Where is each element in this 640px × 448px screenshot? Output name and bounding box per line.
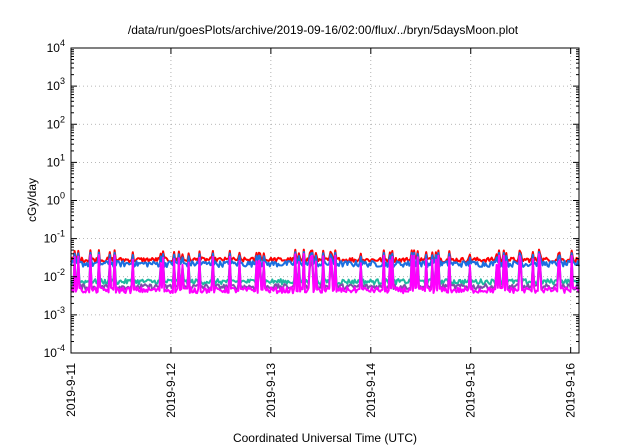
x-tick-label: 2019-9-14 <box>364 363 378 418</box>
y-tick-label: 103 <box>47 76 65 93</box>
x-tick-label: 2019-9-11 <box>64 363 78 417</box>
chart-title: /data/run/goesPlots/archive/2019-09-16/0… <box>128 23 519 37</box>
y-tick-labels: 10-4 10-3 10-2 10-1 100 101 102 103 104 <box>44 38 65 360</box>
x-tick-label: 2019-9-15 <box>464 363 478 418</box>
series-line-5 <box>70 253 580 295</box>
y-tick-label: 10-1 <box>44 229 65 246</box>
y-tick-label: 10-4 <box>44 343 65 360</box>
series-line-2 <box>70 251 580 268</box>
y-tick-label: 10-2 <box>44 267 65 284</box>
y-tick-label: 104 <box>47 38 65 55</box>
x-axis-label: Coordinated Universal Time (UTC) <box>233 431 417 445</box>
y-tick-label: 101 <box>47 152 65 169</box>
y-tick-label: 100 <box>47 191 65 208</box>
x-tick-labels: 2019-9-11 2019-9-12 2019-9-13 2019-9-14 2019… <box>64 363 578 418</box>
y-tick-label: 10-3 <box>44 305 65 322</box>
y-tick-label: 102 <box>47 114 65 131</box>
grid <box>71 48 579 353</box>
y-axis-label: cGy/day <box>25 178 39 222</box>
ticks <box>70 47 579 354</box>
x-tick-label: 2019-9-16 <box>564 363 578 418</box>
x-tick-label: 2019-9-13 <box>264 363 278 418</box>
series-layer <box>70 248 580 295</box>
x-tick-label: 2019-9-12 <box>164 363 178 418</box>
series-line-1 <box>70 248 580 264</box>
